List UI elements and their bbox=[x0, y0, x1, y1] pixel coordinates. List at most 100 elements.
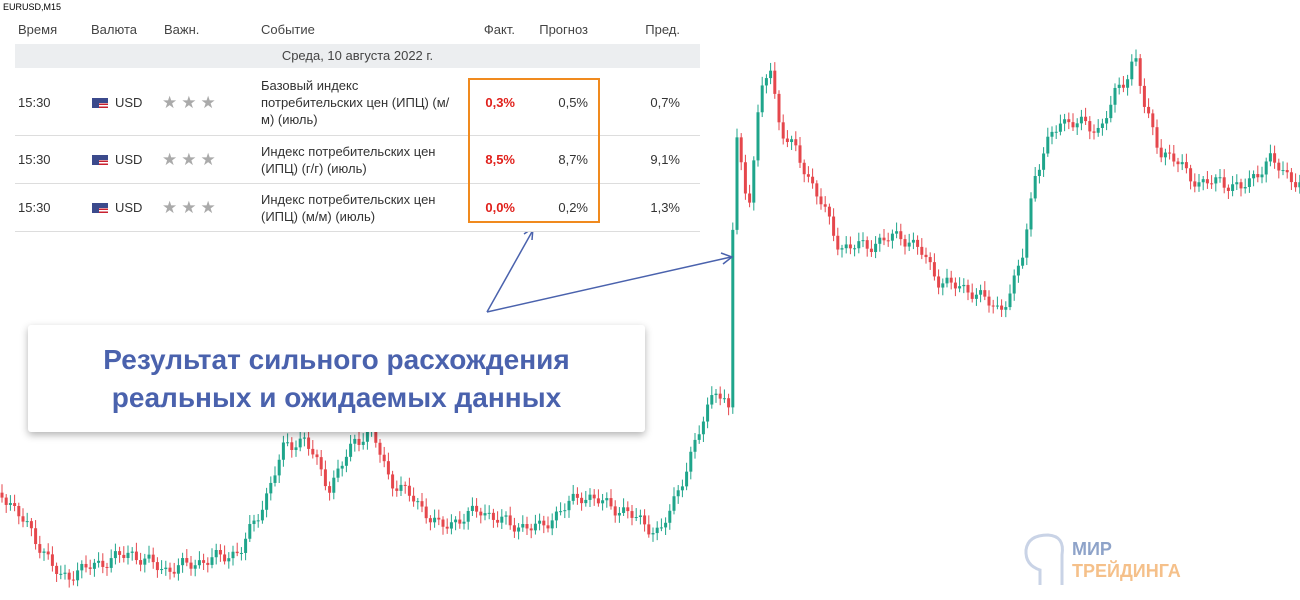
candle bbox=[1281, 170, 1285, 172]
candle bbox=[567, 500, 571, 511]
highlight-box bbox=[468, 78, 600, 223]
candle bbox=[244, 538, 248, 553]
candle bbox=[899, 231, 903, 240]
candle bbox=[1037, 169, 1041, 177]
candle bbox=[794, 139, 798, 146]
candle bbox=[97, 560, 101, 563]
candle bbox=[449, 522, 453, 529]
candle bbox=[500, 516, 504, 523]
candle bbox=[395, 488, 399, 491]
candle bbox=[512, 525, 516, 532]
header: Время bbox=[18, 22, 58, 37]
candle bbox=[983, 290, 987, 297]
header: Важн. bbox=[164, 22, 200, 37]
candle bbox=[1180, 162, 1184, 165]
candle bbox=[1235, 182, 1239, 185]
candle bbox=[550, 520, 554, 529]
candle bbox=[210, 557, 214, 565]
candle bbox=[907, 242, 911, 247]
candle bbox=[386, 461, 390, 475]
candle bbox=[1256, 174, 1260, 178]
arrow bbox=[486, 256, 732, 313]
candle bbox=[437, 517, 441, 520]
candle bbox=[378, 442, 382, 455]
candle bbox=[269, 482, 273, 494]
candle bbox=[937, 276, 941, 288]
previous: 1,3% bbox=[650, 200, 680, 215]
candle bbox=[34, 528, 38, 545]
candle bbox=[176, 565, 180, 574]
candle bbox=[38, 544, 42, 553]
logo: МИР ТРЕЙДИНГА bbox=[1072, 538, 1181, 582]
candle bbox=[727, 398, 731, 408]
candle bbox=[739, 137, 743, 163]
date-row: Среда, 10 августа 2022 г. bbox=[15, 44, 700, 68]
candle bbox=[827, 206, 831, 217]
candle bbox=[1126, 79, 1130, 88]
candle bbox=[722, 398, 726, 400]
candle bbox=[1243, 186, 1247, 189]
candle bbox=[655, 527, 659, 534]
candle bbox=[760, 85, 764, 113]
candle bbox=[991, 305, 995, 307]
candle bbox=[483, 513, 487, 516]
candle bbox=[1075, 123, 1079, 128]
candle bbox=[928, 257, 932, 263]
candle bbox=[546, 525, 550, 529]
candle bbox=[1067, 119, 1071, 123]
actual: 0,3% bbox=[485, 94, 515, 110]
candle bbox=[697, 434, 701, 440]
candle bbox=[101, 560, 105, 567]
candle bbox=[735, 137, 739, 230]
candle bbox=[911, 239, 915, 243]
candle bbox=[773, 70, 777, 94]
candle bbox=[769, 70, 773, 79]
candle bbox=[525, 524, 529, 529]
time: 15:30 bbox=[18, 94, 51, 110]
candle bbox=[1100, 123, 1104, 128]
candle bbox=[349, 443, 353, 457]
candle bbox=[1054, 131, 1058, 133]
flag bbox=[92, 155, 108, 165]
candle bbox=[353, 438, 357, 444]
candle bbox=[798, 145, 802, 163]
candle bbox=[248, 524, 252, 539]
candle bbox=[874, 243, 878, 253]
candle bbox=[542, 520, 546, 526]
candle bbox=[1025, 229, 1029, 258]
candle bbox=[764, 78, 768, 86]
candle bbox=[1226, 187, 1230, 191]
candle bbox=[1231, 184, 1235, 191]
candle bbox=[21, 516, 25, 522]
candle bbox=[529, 528, 533, 531]
candle bbox=[118, 551, 122, 555]
time: 15:30 bbox=[18, 152, 51, 167]
candle bbox=[634, 517, 638, 519]
candle bbox=[67, 572, 71, 580]
candle bbox=[790, 139, 794, 143]
candle bbox=[924, 254, 928, 258]
candle bbox=[584, 499, 588, 504]
candle bbox=[647, 524, 651, 535]
candle bbox=[223, 554, 227, 562]
stars: ★★★ bbox=[162, 150, 220, 169]
candle bbox=[714, 393, 718, 396]
candle bbox=[189, 562, 193, 569]
candle bbox=[588, 494, 592, 500]
candle bbox=[25, 521, 29, 523]
candle bbox=[143, 558, 147, 565]
candle bbox=[92, 562, 96, 569]
candle bbox=[1058, 123, 1062, 132]
candle bbox=[710, 395, 714, 405]
candle bbox=[487, 512, 491, 514]
candle bbox=[227, 558, 231, 562]
candle bbox=[1016, 265, 1020, 276]
candle bbox=[1176, 161, 1180, 165]
candle bbox=[332, 477, 336, 493]
candle bbox=[1172, 153, 1176, 162]
candle bbox=[399, 484, 403, 491]
candle bbox=[895, 231, 899, 234]
candle bbox=[1046, 136, 1050, 154]
candle bbox=[391, 474, 395, 489]
separator bbox=[15, 231, 700, 232]
